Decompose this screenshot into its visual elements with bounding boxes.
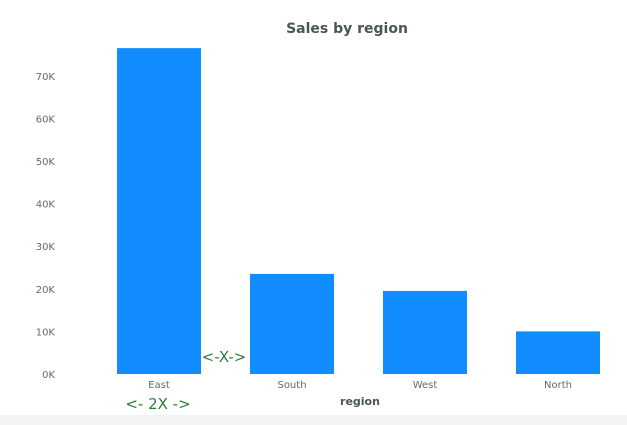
chart-title: Sales by region	[286, 21, 408, 37]
x-axis-ticks: East South West North	[148, 380, 572, 391]
x-tick-label: North	[544, 380, 572, 391]
bar-south[interactable]	[250, 273, 334, 374]
y-tick-label: 50K	[36, 157, 56, 168]
y-tick-label: 20K	[36, 285, 56, 296]
y-axis-ticks: 0K 10K 20K 30K 40K 50K 60K 70K	[36, 72, 56, 381]
y-tick-label: 0K	[42, 370, 55, 381]
y-tick-label: 10K	[36, 327, 56, 338]
y-tick-label: 70K	[36, 72, 56, 83]
bar-east[interactable]	[117, 48, 201, 374]
y-tick-label: 60K	[36, 114, 56, 125]
y-tick-label: 30K	[36, 242, 56, 253]
bar-north[interactable]	[516, 331, 600, 374]
annotation-double-width: <- 2X ->	[125, 395, 190, 413]
y-tick-label: 40K	[36, 200, 56, 211]
x-axis-label: region	[340, 395, 380, 408]
bar-west[interactable]	[383, 290, 467, 374]
x-tick-label: East	[148, 380, 170, 391]
x-tick-label: South	[277, 380, 306, 391]
bars-group	[117, 48, 600, 374]
bottom-strip	[0, 415, 627, 425]
annotation-gap: <-X->	[202, 348, 247, 366]
x-tick-label: West	[413, 380, 438, 391]
